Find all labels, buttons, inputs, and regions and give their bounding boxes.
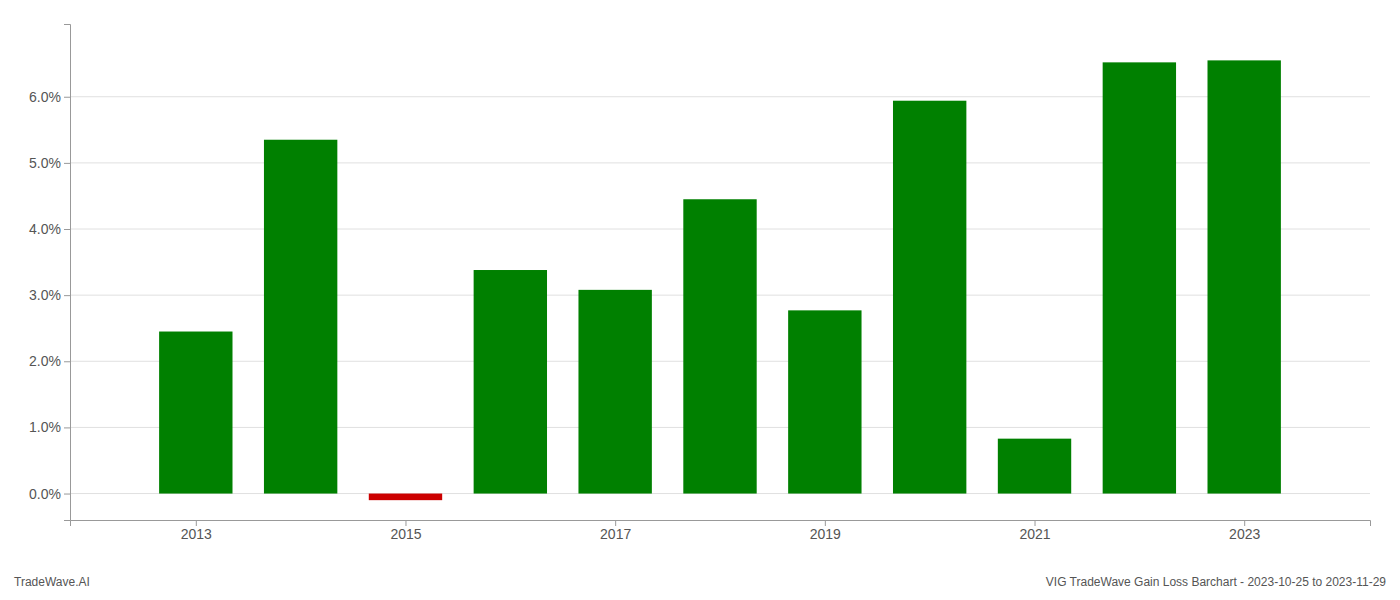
x-axis: 2013 2015 2017 2019 2021 2023 [71,520,1371,542]
y-tick: 2.0% [29,353,70,369]
bar [683,199,756,493]
texts: TradeWave.AI VIG TradeWave Gain Loss Barc… [14,575,1386,589]
bars [159,60,1281,500]
y-tick: 6.0% [29,89,70,105]
y-axis: 0.0% 1.0% 2.0% 3.0% 4.0% 5.0% 6.0% [29,25,70,521]
y-tick-label: 1.0% [29,419,61,435]
bar [264,140,337,494]
y-tick-mark [64,163,70,164]
x-tick-label: 2021 [1019,526,1050,542]
x-tick-label: 2013 [181,526,212,542]
y-tick: 4.0% [29,221,70,237]
x-tick: 2021 [1019,520,1050,542]
x-tick-label: 2023 [1229,526,1260,542]
y-tick-label: 4.0% [29,221,61,237]
y-tick-label: 5.0% [29,155,61,171]
y-tick: 1.0% [29,419,70,435]
y-tick: 3.0% [29,287,70,303]
bar [159,332,232,494]
y-tick-mark [64,494,70,495]
footer-left: TradeWave.AI [14,575,90,589]
x-tick: 2017 [600,520,631,542]
y-tick-label: 2.0% [29,353,61,369]
y-axis-line [64,25,71,521]
x-tick-label: 2015 [390,526,421,542]
x-axis-line [71,521,1371,527]
bar [788,310,861,493]
y-tick-mark [64,229,70,230]
x-tick: 2023 [1229,520,1260,542]
y-tick: 0.0% [29,486,70,502]
bar [474,270,547,494]
y-tick-mark [64,295,70,296]
bar [893,101,966,494]
x-tick: 2013 [181,520,212,542]
bar [1103,62,1176,493]
y-tick-mark [64,427,70,428]
x-tick: 2019 [810,520,841,542]
y-tick-label: 6.0% [29,89,61,105]
title: VIG TradeWave Gain Loss Barchart - 2023-… [1046,575,1387,589]
chart: 0.0% 1.0% 2.0% 3.0% 4.0% 5.0% 6.0% 2013 2015 2017… [0,0,1400,600]
bar [369,494,442,501]
y-tick-mark [64,97,70,98]
x-tick: 2015 [390,520,421,542]
x-tick-label: 2019 [810,526,841,542]
y-tick-mark [64,361,70,362]
y-tick-label: 0.0% [29,486,61,502]
y-tick-label: 3.0% [29,287,61,303]
bar [578,290,651,494]
bar [998,439,1071,494]
bar [1208,60,1281,493]
x-tick-label: 2017 [600,526,631,542]
y-tick: 5.0% [29,155,70,171]
